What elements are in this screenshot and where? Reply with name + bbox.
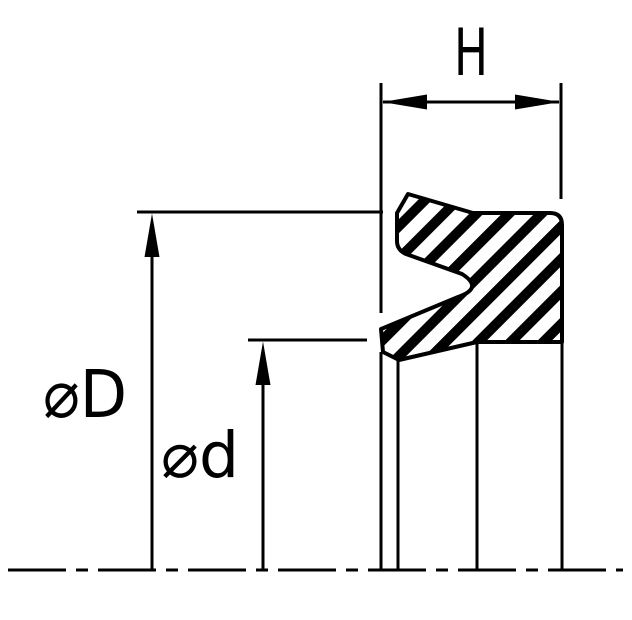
outer-diameter-label: ⌀D — [43, 356, 127, 433]
inner-diameter-label: ⌀d — [161, 419, 239, 492]
outer-diameter-dimension: ⌀D — [43, 210, 383, 570]
inner-diameter-arrowhead-icon — [255, 341, 271, 385]
h-arrowhead-right-icon — [515, 94, 560, 110]
outer-diameter-arrowhead-icon — [144, 213, 160, 257]
h-arrowhead-left-icon — [382, 94, 427, 110]
seal-profile — [379, 192, 564, 362]
h-dimension: H — [379, 16, 563, 313]
h-dimension-label: H — [454, 16, 488, 91]
extension-lines — [379, 342, 564, 570]
inner-diameter-dimension: ⌀d — [161, 338, 367, 570]
